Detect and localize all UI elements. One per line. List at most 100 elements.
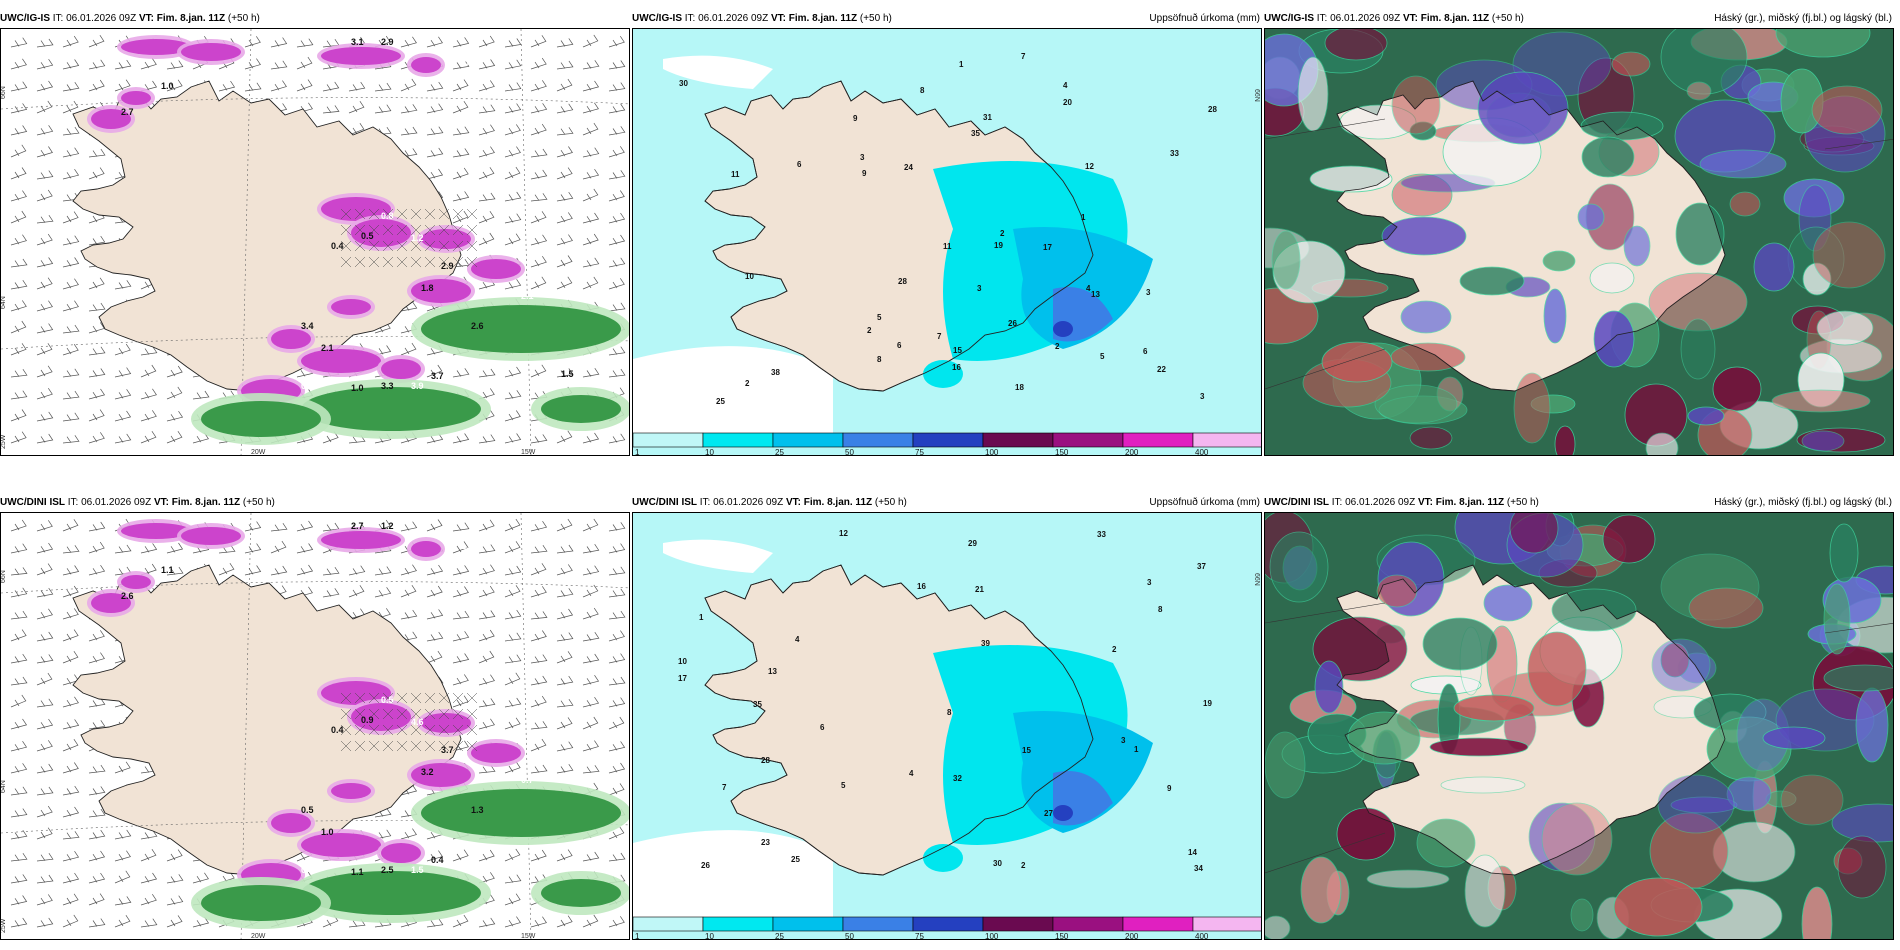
precip-value-label: 25	[791, 855, 800, 864]
wind-value-label: 1.2	[411, 233, 424, 243]
precip-value-label: 4	[795, 635, 800, 644]
precip-value-label: 2	[745, 379, 750, 388]
value-labels: 1.9 2.7 1.2 1.8 2.6 1.1 0.5 0.9 0.4 4.6 3.7 3.2 0.7 0…	[121, 513, 534, 877]
precip-map-canvas: 9341257861012161421232839332627303725343…	[633, 513, 1261, 940]
cloud-map-canvas	[1265, 513, 1893, 939]
precip-value-label: 2	[1055, 342, 1060, 351]
wind-value-label: 1.8	[421, 283, 434, 293]
axis-label: 66N	[1253, 89, 1260, 102]
precip-value-label: 9	[862, 169, 867, 178]
wind-value-label: 2.7	[351, 521, 364, 531]
precip-value-label: 10	[745, 272, 754, 281]
wind-value-label: 2.9	[441, 261, 454, 271]
precip-value-label: 24	[904, 163, 913, 172]
graticule	[1265, 118, 1893, 390]
precip-value-label: 1	[1134, 745, 1139, 754]
colorbar-tick: 100	[985, 448, 999, 456]
colorbar-tick: 75	[915, 448, 924, 456]
precip-value-label: 2	[1000, 229, 1005, 238]
wind-map-canvas: 1.9 2.7 1.2 1.8 2.6 1.1 0.5 0.9 0.4 4.6 3.7 3.2 0.7 0…	[1, 513, 629, 939]
precip-value-label: 3	[1146, 288, 1151, 297]
colorbar-swatch	[633, 432, 704, 448]
coastline	[704, 564, 1094, 876]
precip-value-label: 28	[761, 756, 770, 765]
colorbar: 1 10 25 50 75 100 150 200 400	[633, 916, 1261, 940]
dry-area	[663, 539, 773, 573]
colorbar-tick: 25	[775, 448, 784, 456]
axis-label: 66N	[1253, 573, 1260, 586]
colorbar-tick: 1	[635, 448, 640, 456]
colorbar-swatch	[842, 432, 914, 448]
precip-value-label: 2	[1021, 861, 1026, 870]
precip-value-label: 5	[877, 313, 882, 322]
colorbar-tick: 50	[845, 448, 854, 456]
precip-value-label: 38	[771, 368, 780, 377]
precip-value-label: 32	[953, 774, 962, 783]
wind-value-label: 3.1	[351, 37, 364, 47]
precip-value-label: 3	[1147, 578, 1152, 587]
wind-value-label: 3.4	[301, 321, 314, 331]
wind-value-label: 2.1	[321, 343, 334, 353]
axis-label: 64N	[1, 296, 7, 309]
precip-value-label: 28	[898, 277, 907, 286]
panel-title: UWC/DINI ISL IT: 06.01.2026 09Z VT: Fim.…	[632, 497, 1260, 508]
precip-value-label: 7	[722, 783, 727, 792]
colorbar-tick: 150	[1055, 448, 1069, 456]
wind-value-label: 1.5	[561, 369, 574, 379]
panel-dini-wind: UWC/DINI ISL IT: 06.01.2026 09Z VT: Fim.…	[0, 496, 630, 940]
colorbar-tick: 50	[845, 932, 854, 940]
precip-value-label: 9	[1167, 784, 1172, 793]
coastline	[1336, 564, 1726, 876]
colorbar-tick: 200	[1125, 932, 1139, 940]
wind-value-label: 0.4	[331, 241, 344, 251]
colorbar-tick: 10	[705, 932, 714, 940]
precip-value-label: 13	[1091, 290, 1100, 299]
colorbar-tick: 400	[1195, 932, 1209, 940]
precip-value-label: 15	[953, 346, 962, 355]
wind-value-label: 0.7	[491, 771, 504, 781]
colorbar-swatch	[912, 432, 984, 448]
wind-value-label: 2.6	[471, 321, 484, 331]
panel-title: UWC/DINI ISL IT: 06.01.2026 09Z VT: Fim.…	[1264, 497, 1892, 508]
colorbar-tick: 1	[635, 932, 640, 940]
precip-value-label: 16	[952, 363, 961, 372]
precip-value-label: 5	[1100, 352, 1105, 361]
value-labels: 1.4 3.1 2.9 0.7 2.7 1.0 0.8 0.5 0.4 1.2 2.9 1.8 2.3 3…	[121, 29, 574, 393]
precip-value-label: 9	[853, 114, 858, 123]
precip-value-label: 17	[678, 674, 687, 683]
precip-value-label: 1	[959, 60, 964, 69]
wind-value-label: 1.4	[211, 29, 224, 39]
wind-value-label: 0.9	[361, 715, 374, 725]
wind-value-label: 1.5	[411, 865, 424, 875]
precip-value-label: 1	[1081, 213, 1086, 222]
precip-map: 2 3 2 3 8 7 6 4 5 2 3 9 6 1 2 3 4 10 11 28 30 38 16 17 13 20 24 35 3…	[632, 28, 1262, 456]
panel-ig-wind: UWC/IG-IS IT: 06.01.2026 09Z VT: Fim. 8.…	[0, 12, 630, 456]
wind-value-label: 0.5	[381, 695, 394, 705]
precip-value-label: 2	[1112, 645, 1117, 654]
precip-value-label: 3	[860, 153, 865, 162]
precip-value-label: 16	[917, 582, 926, 591]
wind-value-label: 1.9	[211, 513, 224, 523]
wind-value-label: 0.5	[301, 805, 314, 815]
precip-value-label: 21	[975, 585, 984, 594]
colorbar-swatch	[1122, 432, 1194, 448]
precip-value-label: 4	[1086, 284, 1091, 293]
wind-value-label: 3.3	[381, 381, 394, 391]
wind-value-label: 2.1	[521, 291, 534, 301]
cloud-map	[1264, 28, 1894, 456]
dry-area	[633, 830, 833, 923]
precip-value-label: 8	[947, 708, 952, 717]
axis-label: 66N	[1, 86, 7, 99]
wind-value-label: 2.7	[121, 107, 134, 117]
colorbar-swatch	[702, 432, 774, 448]
precip-value-label: 4	[909, 769, 914, 778]
dry-area	[633, 346, 833, 439]
precip-value-label: 10	[678, 657, 687, 666]
precip-value-label: 28	[1208, 105, 1217, 114]
precip-value-label: 33	[1170, 149, 1179, 158]
colorbar-swatch	[982, 916, 1054, 932]
precip-value-label: 11	[731, 170, 740, 179]
colorbar-swatch	[912, 916, 984, 932]
wind-value-label: 1.0	[351, 383, 364, 393]
wind-value-label: 1.1	[351, 867, 364, 877]
